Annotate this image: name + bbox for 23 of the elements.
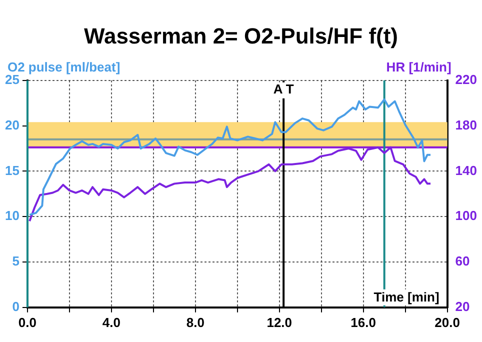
x-axis-title: Time [min] xyxy=(374,289,440,304)
chart-title: Wasserman 2= O2-Puls/HF f(t) xyxy=(84,23,398,48)
y-tick-label: 15 xyxy=(4,162,20,178)
x-tick-label: 8.0 xyxy=(186,314,204,330)
y2-tick-label: 220 xyxy=(455,72,478,87)
x-tick-label: 0.0 xyxy=(18,314,36,330)
x-tick-label: 16.0 xyxy=(350,314,376,330)
x-tick-label: 20.0 xyxy=(434,314,460,330)
y2-tick-label: 100 xyxy=(455,208,478,224)
ref-line-label: A T xyxy=(273,81,294,96)
y-tick-label: 5 xyxy=(12,254,20,269)
y-tick-label: 20 xyxy=(4,117,20,132)
y-tick-label: 25 xyxy=(4,72,20,87)
y2-tick-label: 140 xyxy=(455,162,478,178)
x-tick-label: 4.0 xyxy=(102,314,120,330)
x-tick-label: 12.0 xyxy=(266,314,292,330)
y2-tick-label: 180 xyxy=(455,117,478,132)
y2-tick-label: 60 xyxy=(455,254,470,269)
y-tick-label: 0 xyxy=(12,298,20,314)
y2-tick-label: 20 xyxy=(455,298,470,314)
y-tick-label: 10 xyxy=(4,208,20,224)
y2-axis-title: HR [1/min] xyxy=(386,59,452,74)
y-axis-title: O2 pulse [ml/beat] xyxy=(7,59,120,74)
